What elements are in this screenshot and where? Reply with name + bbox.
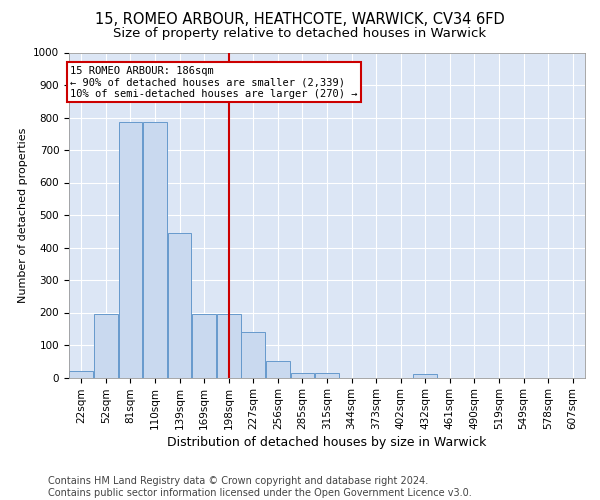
Y-axis label: Number of detached properties: Number of detached properties [17,128,28,302]
Bar [94,314,118,378]
Text: 15 ROMEO ARBOUR: 186sqm
← 90% of detached houses are smaller (2,339)
10% of semi: 15 ROMEO ARBOUR: 186sqm ← 90% of detache… [70,66,358,98]
Bar [119,122,142,378]
X-axis label: Distribution of detached houses by size in Warwick: Distribution of detached houses by size … [167,436,487,450]
Bar [217,314,241,378]
Bar [143,122,167,378]
Bar [413,374,437,378]
Bar [192,314,216,378]
Bar [290,372,314,378]
Bar [315,372,339,378]
Bar [70,371,93,378]
Text: Contains HM Land Registry data © Crown copyright and database right 2024.
Contai: Contains HM Land Registry data © Crown c… [48,476,472,498]
Bar [167,233,191,378]
Bar [241,332,265,378]
Bar [266,361,290,378]
Text: Size of property relative to detached houses in Warwick: Size of property relative to detached ho… [113,28,487,40]
Text: 15, ROMEO ARBOUR, HEATHCOTE, WARWICK, CV34 6FD: 15, ROMEO ARBOUR, HEATHCOTE, WARWICK, CV… [95,12,505,28]
